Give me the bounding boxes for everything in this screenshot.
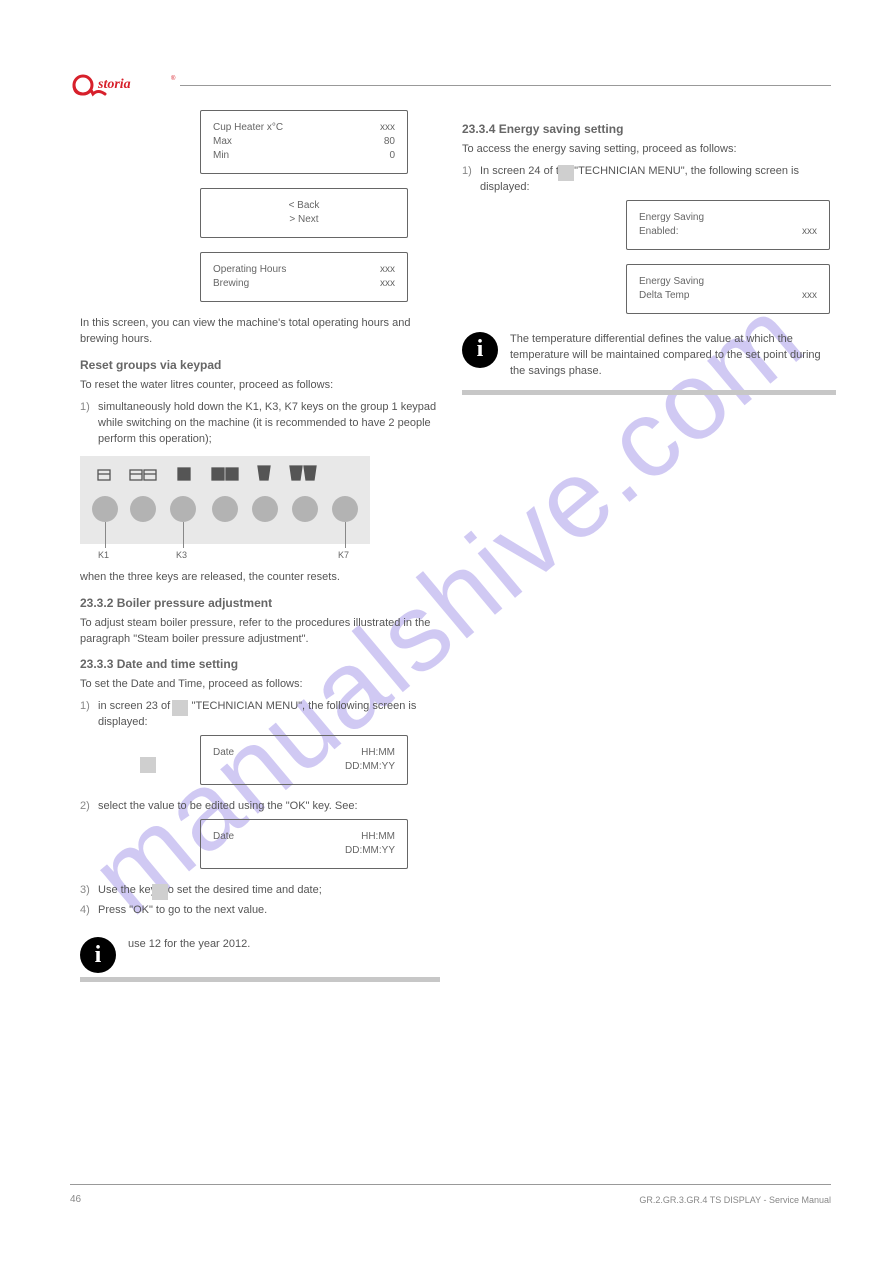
date-step-3: Use the keys to set the desired time and…: [98, 883, 440, 899]
next-row: > Next: [213, 213, 395, 227]
note-year-text: use 12 for the year 2012.: [128, 937, 440, 953]
energy-saving-label: Energy Saving: [639, 275, 704, 289]
step-num: 1): [80, 699, 98, 731]
placeholder-icon: [140, 757, 156, 773]
info-icon: i: [462, 332, 498, 368]
screen-box-energy-2: Energy Saving Delta Temp xxx: [626, 264, 830, 314]
energy-saving-label: Energy Saving: [639, 211, 704, 225]
energy-step-1: In screen 24 of the "TECHNICIAN MENU", t…: [480, 164, 836, 196]
date-step-4: Press "OK" to go to the next value.: [98, 903, 440, 919]
enabled-val: xxx: [802, 225, 817, 239]
delta-temp-val: xxx: [802, 289, 817, 303]
date-value: DD:MM:YY: [345, 844, 395, 858]
info-note-delta: i The temperature differential defines t…: [462, 332, 836, 386]
screen-box-cup-heater: Cup Heater x°C xxx Max 80 Min 0: [200, 110, 408, 174]
step-num: 2): [80, 799, 98, 815]
enabled-label: Enabled:: [639, 225, 678, 239]
keypad-diagram: K1 K3 K7: [80, 456, 370, 544]
back-row: < Back: [213, 199, 395, 213]
date-label: Date: [213, 746, 234, 760]
keypad-label-k3: K3: [176, 550, 187, 560]
keypad-button-k5[interactable]: [252, 496, 278, 522]
step-num: 4): [80, 903, 98, 919]
leader-line: [183, 522, 184, 548]
placeholder-icon: [152, 884, 168, 900]
screen-box-back-next: < Back > Next: [200, 188, 408, 238]
left-column: Cup Heater x°C xxx Max 80 Min 0 < Back > Ne…: [80, 110, 440, 982]
keypad-label-k1: K1: [98, 550, 109, 560]
screen-box-datetime-2: Date HH:MM DD:MM:YY: [200, 819, 408, 869]
leader-line: [345, 522, 346, 548]
keypad-button-k3[interactable]: [170, 496, 196, 522]
leader-line: [105, 522, 106, 548]
boiler-pressure-text: To adjust steam boiler pressure, refer t…: [80, 616, 440, 648]
note-delta-text: The temperature differential defines the…: [510, 332, 836, 380]
keypad-button-k6[interactable]: [292, 496, 318, 522]
note-rule: [80, 977, 440, 982]
brewing-val: xxx: [380, 277, 395, 291]
date-value: DD:MM:YY: [345, 760, 395, 774]
keypad-label-k7: K7: [338, 550, 349, 560]
screen-box-energy-1: Energy Saving Enabled: xxx: [626, 200, 830, 250]
screen-box-hours: Operating Hours xxx Brewing xxx: [200, 252, 408, 302]
hours-description: In this screen, you can view the machine…: [80, 316, 440, 348]
keypad-button-k7[interactable]: [332, 496, 358, 522]
date-label: Date: [213, 830, 234, 844]
cup-heater-label: Cup Heater x°C: [213, 121, 283, 135]
keypad-button-k4[interactable]: [212, 496, 238, 522]
date-step-1: in screen 23 of the "TECHNICIAN MENU", t…: [98, 699, 440, 731]
info-icon: i: [80, 937, 116, 973]
heading-date-time: 23.3.3 Date and time setting: [80, 657, 440, 671]
step-num: 1): [462, 164, 480, 196]
heading-boiler-pressure: 23.3.2 Boiler pressure adjustment: [80, 596, 440, 610]
info-note-year: i use 12 for the year 2012.: [80, 937, 440, 973]
date-intro: To set the Date and Time, proceed as fol…: [80, 677, 440, 693]
step-num: 1): [80, 400, 98, 448]
screen-box-datetime-1: Date HH:MM DD:MM:YY: [200, 735, 408, 785]
time-value: HH:MM: [361, 746, 395, 760]
cup-heater-min-label: Min: [213, 149, 229, 163]
placeholder-icon: [172, 700, 188, 716]
note-rule: [462, 390, 836, 395]
energy-intro: To access the energy saving setting, pro…: [462, 142, 836, 158]
op-hours-val: xxx: [380, 263, 395, 277]
cup-heater-min-val: 0: [389, 149, 395, 163]
step-num: 3): [80, 883, 98, 899]
after-keypad-text: when the three keys are released, the co…: [80, 570, 440, 586]
keypad-button-k2[interactable]: [130, 496, 156, 522]
reset-step-1: simultaneously hold down the K1, K3, K7 …: [98, 400, 440, 448]
keypad-button-k1[interactable]: [92, 496, 118, 522]
cup-icons-row: [80, 460, 370, 496]
delta-temp-label: Delta Temp: [639, 289, 689, 303]
heading-reset-groups: Reset groups via keypad: [80, 358, 440, 372]
placeholder-icon: [558, 165, 574, 181]
time-value: HH:MM: [361, 830, 395, 844]
heading-energy-saving: 23.3.4 Energy saving setting: [462, 122, 836, 136]
op-hours-label: Operating Hours: [213, 263, 286, 277]
cup-heater-max-label: Max: [213, 135, 232, 149]
right-column: 23.3.4 Energy saving setting To access t…: [462, 114, 836, 395]
cup-heater-max-val: 80: [384, 135, 395, 149]
reset-intro: To reset the water litres counter, proce…: [80, 378, 440, 394]
cup-heater-val: xxx: [380, 121, 395, 135]
date-step-2: select the value to be edited using the …: [98, 799, 440, 815]
brewing-label: Brewing: [213, 277, 249, 291]
